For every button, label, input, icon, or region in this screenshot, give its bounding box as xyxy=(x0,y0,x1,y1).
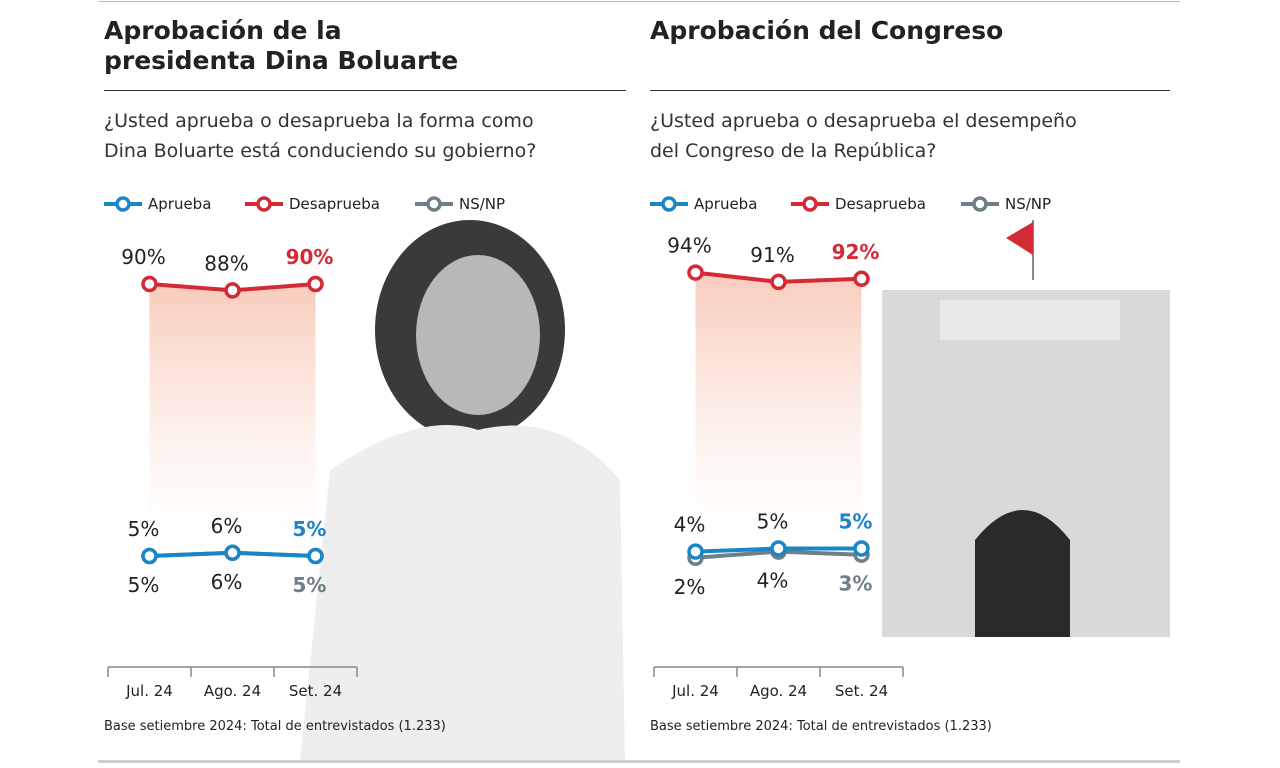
photo-placeholder xyxy=(300,220,625,760)
legend-marker xyxy=(426,196,442,212)
value-label: 2% xyxy=(674,575,706,599)
value-label: 5% xyxy=(293,573,327,597)
title-rule xyxy=(104,90,626,91)
value-label: 5% xyxy=(128,517,160,541)
chart-subtitle: ¿Usted aprueba o desaprueba la forma com… xyxy=(104,110,537,162)
legend-marker xyxy=(972,196,988,212)
chart-title: Aprobación de la presidenta Dina Boluart… xyxy=(104,16,459,75)
point xyxy=(307,275,324,293)
chart-subtitle: ¿Usted aprueba o desaprueba el desempeño… xyxy=(650,110,1077,162)
point xyxy=(770,273,787,291)
value-label: 88% xyxy=(204,251,248,275)
value-label: 94% xyxy=(667,234,711,258)
value-label: 4% xyxy=(674,513,706,537)
legend-label: Desaprueba xyxy=(289,195,380,213)
top-border xyxy=(98,1,1180,2)
value-label: 6% xyxy=(211,514,243,538)
point xyxy=(770,540,787,557)
value-label: 90% xyxy=(286,245,334,269)
footnote: Base setiembre 2024: Total de entrevista… xyxy=(650,719,992,734)
legend-marker xyxy=(661,196,677,212)
legend-label: Desaprueba xyxy=(835,195,926,213)
point xyxy=(853,540,870,557)
legend-label: NS/NP xyxy=(459,195,505,213)
chart-title: Aprobación del Congreso xyxy=(650,16,1004,45)
point xyxy=(307,547,324,565)
value-label: 91% xyxy=(750,243,794,267)
value-label: 5% xyxy=(293,517,327,541)
photo-placeholder xyxy=(882,220,1170,637)
shade-area xyxy=(695,272,862,540)
point xyxy=(687,264,704,281)
legend-marker xyxy=(115,196,131,212)
point xyxy=(224,282,241,299)
value-label: 5% xyxy=(757,510,789,534)
x-tick-label: Jul. 24 xyxy=(125,682,173,700)
value-label: 3% xyxy=(839,572,873,596)
title-rule xyxy=(650,90,1170,91)
footnote: Base setiembre 2024: Total de entrevista… xyxy=(104,719,446,734)
x-tick-label: Ago. 24 xyxy=(750,682,807,700)
legend-marker xyxy=(802,196,818,212)
point xyxy=(141,275,158,293)
point xyxy=(853,270,870,288)
bottom-border xyxy=(98,760,1180,763)
value-label: 92% xyxy=(832,240,880,264)
x-tick-label: Jul. 24 xyxy=(671,682,719,700)
point xyxy=(141,547,158,565)
value-label: 5% xyxy=(128,573,160,597)
value-label: 6% xyxy=(211,570,243,594)
x-tick-label: Ago. 24 xyxy=(204,682,261,700)
shade-area xyxy=(149,284,316,540)
legend-marker xyxy=(256,196,272,212)
point xyxy=(224,544,241,562)
value-label: 4% xyxy=(757,569,789,593)
value-label: 90% xyxy=(121,245,165,269)
point xyxy=(687,543,704,560)
value-label: 5% xyxy=(839,510,873,534)
legend-label: NS/NP xyxy=(1005,195,1051,213)
legend-label: Aprueba xyxy=(148,195,211,213)
x-tick-label: Set. 24 xyxy=(289,682,342,700)
legend-label: Aprueba xyxy=(694,195,757,213)
x-tick-label: Set. 24 xyxy=(835,682,888,700)
